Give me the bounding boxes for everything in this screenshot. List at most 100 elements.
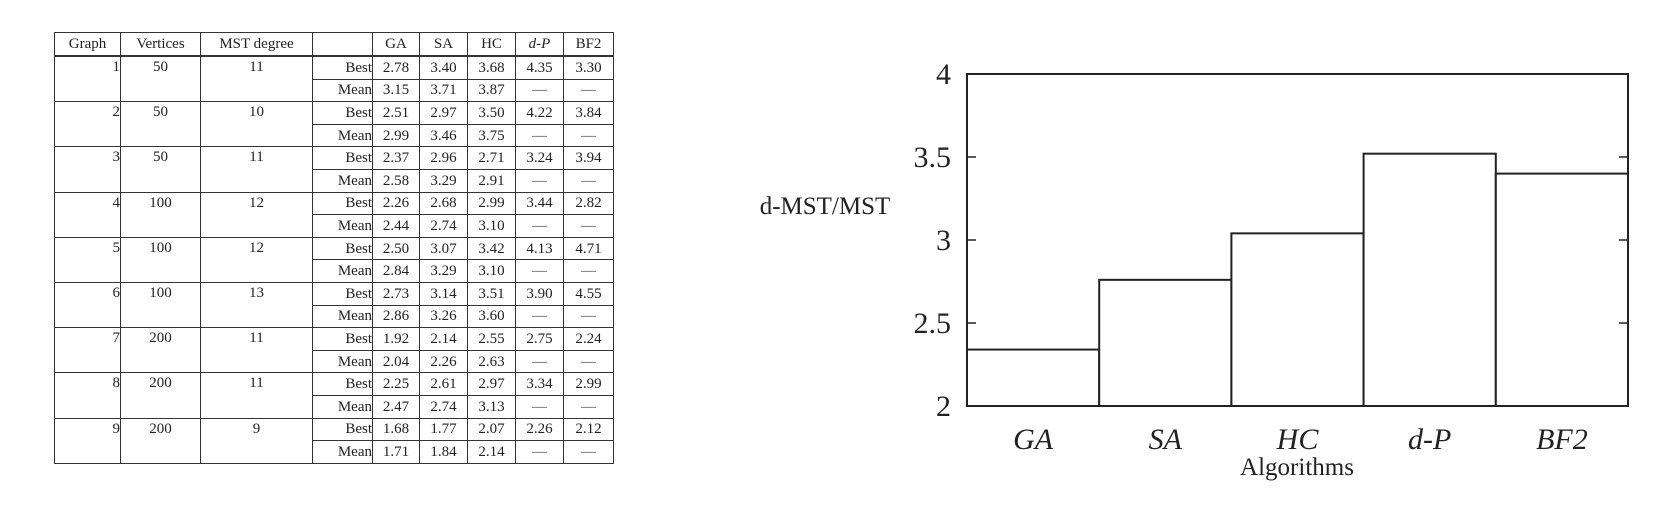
column-header: BF2 <box>563 32 614 57</box>
mst-degree-cell: 9 <box>200 417 313 464</box>
value-cell: 2.61 <box>419 372 468 396</box>
value-cell: 1.92 <box>372 327 420 351</box>
value-cell: 2.51 <box>372 101 420 125</box>
table-row: 7 200 11 Best 1.92 2.14 2.55 2.75 2.24 <box>54 327 614 374</box>
bar-d-p <box>1362 152 1497 407</box>
graph-id-cell: 7 <box>54 327 121 374</box>
x-tick-label: SA <box>1149 423 1183 456</box>
best-label-cell: Best <box>312 55 373 80</box>
value-cell: 3.15 <box>372 78 420 103</box>
graph-id-cell: 3 <box>54 146 121 193</box>
table-row: Mean 2.99 3.46 3.75— — <box>55 123 614 148</box>
value-cell: 4.35 <box>515 55 564 80</box>
results-table-container: Graph Vertices MST degree GA SA HC d-P BF2 1 50 1… <box>54 32 614 464</box>
x-tick-label: BF2 <box>1536 423 1588 456</box>
value-cell: 3.14 <box>419 281 468 306</box>
value-cell: 3.44 <box>515 191 564 216</box>
table-row: 3 50 11 Best 2.37 2.96 2.71 3.24 3.94 <box>54 146 614 193</box>
value-cell: 2.14 <box>467 440 516 464</box>
value-cell: 2.78 <box>372 55 420 80</box>
x-tick-label: d-P <box>1408 423 1451 456</box>
graph-id-cell: 4 <box>54 191 121 238</box>
table-row: Mean 2.44 2.74 3.10— — <box>55 214 614 238</box>
mean-label-cell: Mean <box>312 304 373 329</box>
table-row: 4 100 12 Best 2.26 2.68 2.99 3.44 2.82 <box>54 191 614 238</box>
table-row: Mean 2.86 3.26 3.60— — <box>55 304 614 329</box>
column-header: HC <box>467 32 516 57</box>
value-cell: — <box>563 168 614 193</box>
table-row: 6 100 13 Best 2.73 3.14 3.51 3.90 4.55 <box>54 281 614 329</box>
value-cell: 2.26 <box>372 191 420 216</box>
mst-degree-cell: 11 <box>200 55 313 103</box>
table-body: 1 50 11 Best 2.78 3.40 3.68 4.35 3.30 Mean 3.15 3.7… <box>54 55 614 464</box>
vertices-cell: 50 <box>120 146 201 193</box>
y-axis-label: d-MST/MST <box>760 193 891 220</box>
value-cell: 3.94 <box>563 146 614 170</box>
value-cell: 3.30 <box>563 55 614 80</box>
value-cell: 2.25 <box>372 372 420 396</box>
bar-hc <box>1230 232 1365 407</box>
value-cell: 2.71 <box>467 146 516 170</box>
mean-label-cell: Mean <box>312 123 373 148</box>
graph-id-cell: 9 <box>54 417 121 464</box>
value-cell: 3.13 <box>467 394 516 419</box>
vertices-cell: 100 <box>120 236 201 283</box>
table-row: 2 50 10 Best 2.51 2.97 3.50 4.22 3.84 <box>54 101 614 148</box>
value-cell: 2.12 <box>563 417 614 442</box>
graph-id-cell: 6 <box>54 281 121 329</box>
value-cell: 1.71 <box>372 440 420 464</box>
bar-ga <box>966 348 1101 407</box>
mean-label-cell: Mean <box>312 440 373 464</box>
value-cell: 2.26 <box>515 417 564 442</box>
table-row: Mean 1.71 1.84 2.14— — <box>55 440 614 464</box>
value-cell: — <box>563 259 614 283</box>
table-row: Mean 2.84 3.29 3.10— — <box>55 259 614 283</box>
y-tick-label: 2 <box>936 390 951 423</box>
x-tick-label: GA <box>1013 423 1054 456</box>
mst-degree-cell: 10 <box>200 101 313 148</box>
value-cell: 2.75 <box>515 327 564 351</box>
y-tick-label: 3 <box>936 224 951 257</box>
value-cell: 3.29 <box>419 259 468 283</box>
mst-degree-cell: 11 <box>200 372 313 419</box>
column-header: Vertices <box>120 32 201 57</box>
value-cell: 1.77 <box>419 417 468 442</box>
bar-bf2 <box>1494 172 1630 407</box>
y-tick-label: 2.5 <box>914 307 952 340</box>
value-cell: 2.07 <box>467 417 516 442</box>
graph-id-cell: 1 <box>54 55 121 103</box>
vertices-cell: 200 <box>120 417 201 464</box>
bar-sa <box>1098 278 1233 407</box>
y-tick-label: 3.5 <box>914 141 952 174</box>
graph-id-cell: 5 <box>54 236 121 283</box>
x-axis-label: Algorithms <box>1240 454 1354 481</box>
bars-layer <box>966 152 1630 407</box>
value-cell: — <box>563 440 614 464</box>
value-cell: 1.68 <box>372 417 420 442</box>
vertices-cell: 100 <box>120 191 201 238</box>
best-label-cell: Best <box>312 417 373 442</box>
mst-degree-cell: 12 <box>200 236 313 283</box>
value-cell: 2.74 <box>419 214 468 238</box>
table-row: Mean 3.15 3.71 3.87— — <box>55 78 614 103</box>
value-cell: — <box>515 304 564 329</box>
x-tick-label: HC <box>1276 423 1320 456</box>
table-row: 9 200 9 Best 1.68 1.77 2.07 2.26 2.12 <box>54 417 614 464</box>
value-cell: — <box>563 349 614 374</box>
vertices-cell: 200 <box>120 327 201 374</box>
results-table: Graph Vertices MST degree GA SA HC d-P BF2 1 50 1… <box>54 32 614 464</box>
column-header: Graph <box>54 32 121 57</box>
value-cell: 2.50 <box>372 236 420 261</box>
value-cell: 3.10 <box>467 259 516 283</box>
table-row: Mean 2.47 2.74 3.13— — <box>55 394 614 419</box>
mean-label-cell: Mean <box>312 349 373 374</box>
mean-label-cell: Mean <box>312 214 373 238</box>
table-row: 1 50 11 Best 2.78 3.40 3.68 4.35 3.30 <box>54 55 614 103</box>
mean-label-cell: Mean <box>312 78 373 103</box>
best-label-cell: Best <box>312 101 373 125</box>
value-cell: 1.84 <box>419 440 468 464</box>
value-cell: — <box>515 349 564 374</box>
table-row: Mean 2.04 2.26 2.63— — <box>55 349 614 374</box>
value-cell: 2.99 <box>467 191 516 216</box>
